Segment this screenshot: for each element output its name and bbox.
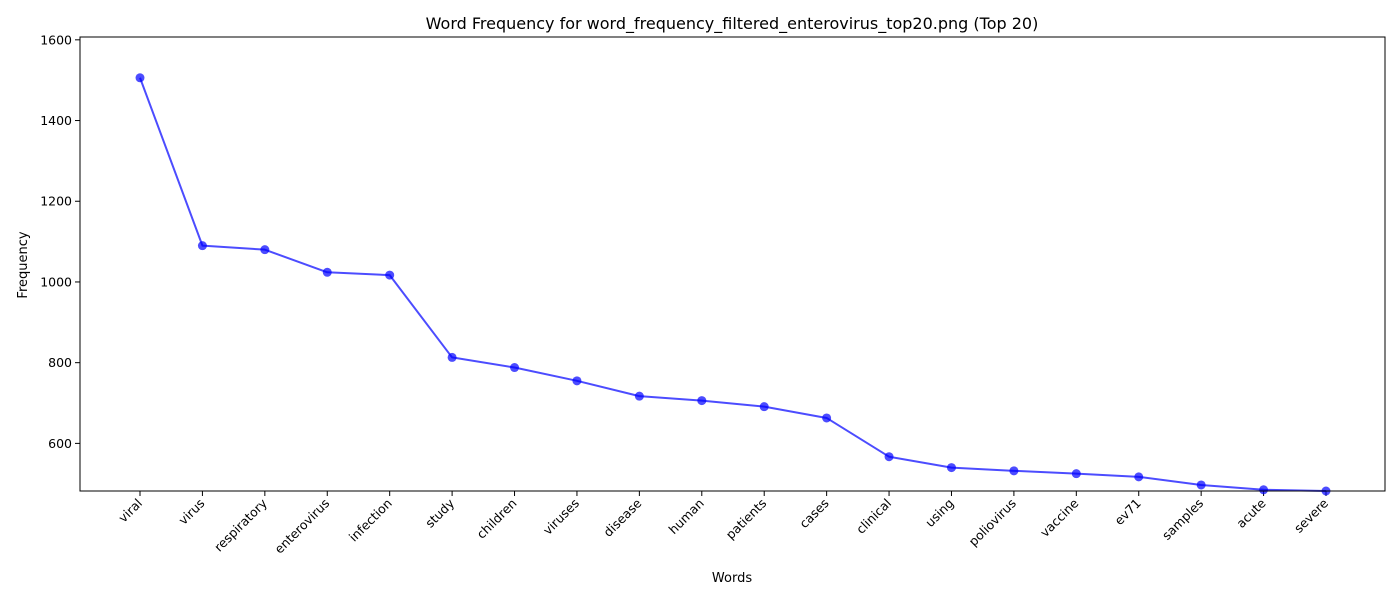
data-point [322, 267, 332, 277]
plot-frame [79, 36, 1386, 492]
x-tick-label: respiratory [211, 495, 270, 554]
data-point [759, 402, 769, 412]
x-axis-label: Words [712, 571, 752, 586]
x-tick-label: viral [115, 496, 145, 526]
x-tick-label: cases [796, 496, 832, 532]
x-tick-label: poliovirus [966, 496, 1019, 549]
data-point [447, 352, 457, 362]
x-axis-ticks: viral virus respiratory enterovirus infectio… [115, 491, 1331, 556]
data-point [1196, 480, 1206, 490]
x-tick-label: severe [1291, 495, 1331, 535]
y-axis-label: Frequency [16, 231, 31, 298]
x-tick-label: enterovirus [271, 496, 332, 557]
data-point [884, 452, 894, 462]
x-tick-label: acute [1233, 495, 1269, 531]
data-point [1071, 469, 1081, 479]
data-point [1009, 466, 1019, 476]
y-tick-label: 1200 [40, 194, 72, 209]
x-tick-label: virus [175, 496, 207, 528]
series-line [139, 77, 1327, 492]
data-point [697, 396, 707, 406]
x-tick-label: using [922, 496, 956, 530]
y-tick-label: 1600 [40, 32, 72, 47]
x-tick-label: disease [600, 495, 644, 539]
data-point [260, 245, 270, 255]
x-tick-label: children [474, 496, 520, 542]
x-tick-label: clinical [853, 496, 894, 537]
x-tick-label: viruses [540, 496, 582, 538]
x-tick-label: samples [1159, 496, 1206, 543]
y-axis-ticks: 600 800 1000 1200 1400 1600 [40, 32, 80, 451]
x-tick-label: patients [723, 496, 770, 543]
data-point [634, 391, 644, 401]
chart-title: Word Frequency for word_frequency_filter… [426, 14, 1039, 34]
y-tick-label: 1000 [40, 274, 72, 289]
data-point [385, 270, 395, 280]
data-point-markers [135, 73, 1331, 496]
y-tick-label: 800 [48, 355, 72, 370]
y-tick-label: 600 [48, 436, 72, 451]
x-tick-label: infection [346, 496, 395, 545]
x-tick-label: human [665, 496, 706, 537]
data-point [135, 73, 145, 83]
x-tick-label: study [422, 495, 458, 531]
data-point [572, 376, 582, 386]
data-point [510, 363, 520, 373]
data-point [946, 463, 956, 473]
y-tick-label: 1400 [40, 113, 72, 128]
data-point [1134, 472, 1144, 482]
data-point [1259, 485, 1269, 495]
data-point [197, 241, 207, 251]
data-point [822, 413, 832, 423]
x-tick-label: ev71 [1111, 496, 1144, 529]
x-tick-label: vaccine [1037, 495, 1082, 540]
